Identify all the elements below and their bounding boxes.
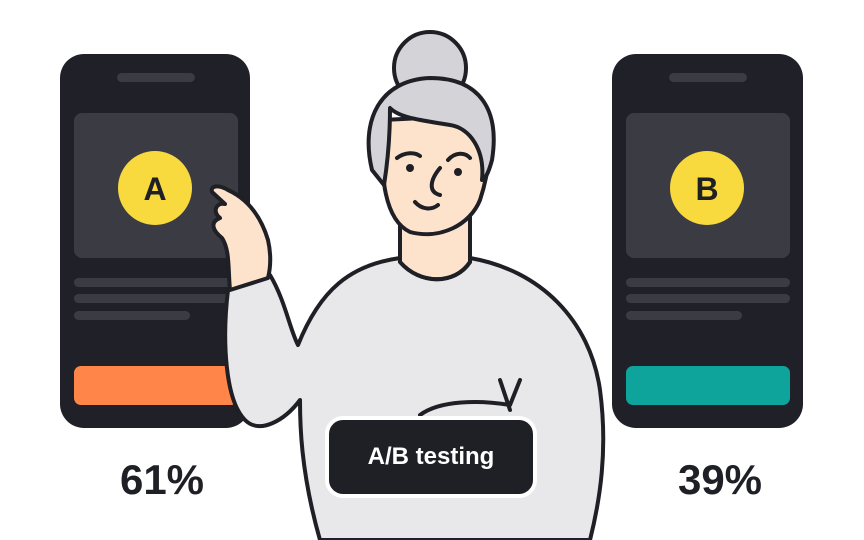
badge-b (670, 151, 744, 225)
cta-button-b (626, 366, 790, 405)
ab-testing-label: A/B testing (325, 416, 537, 498)
badge-b-letter: B (695, 171, 718, 207)
variant-b-result: 39% (677, 456, 763, 503)
variant-a-result: 61% (119, 456, 205, 503)
phone-variant-b: B (612, 54, 803, 428)
badge-a (118, 151, 192, 225)
phone-variant-a: A (60, 54, 250, 428)
cta-button-a (74, 366, 238, 405)
badge-a-letter: A (143, 171, 166, 207)
